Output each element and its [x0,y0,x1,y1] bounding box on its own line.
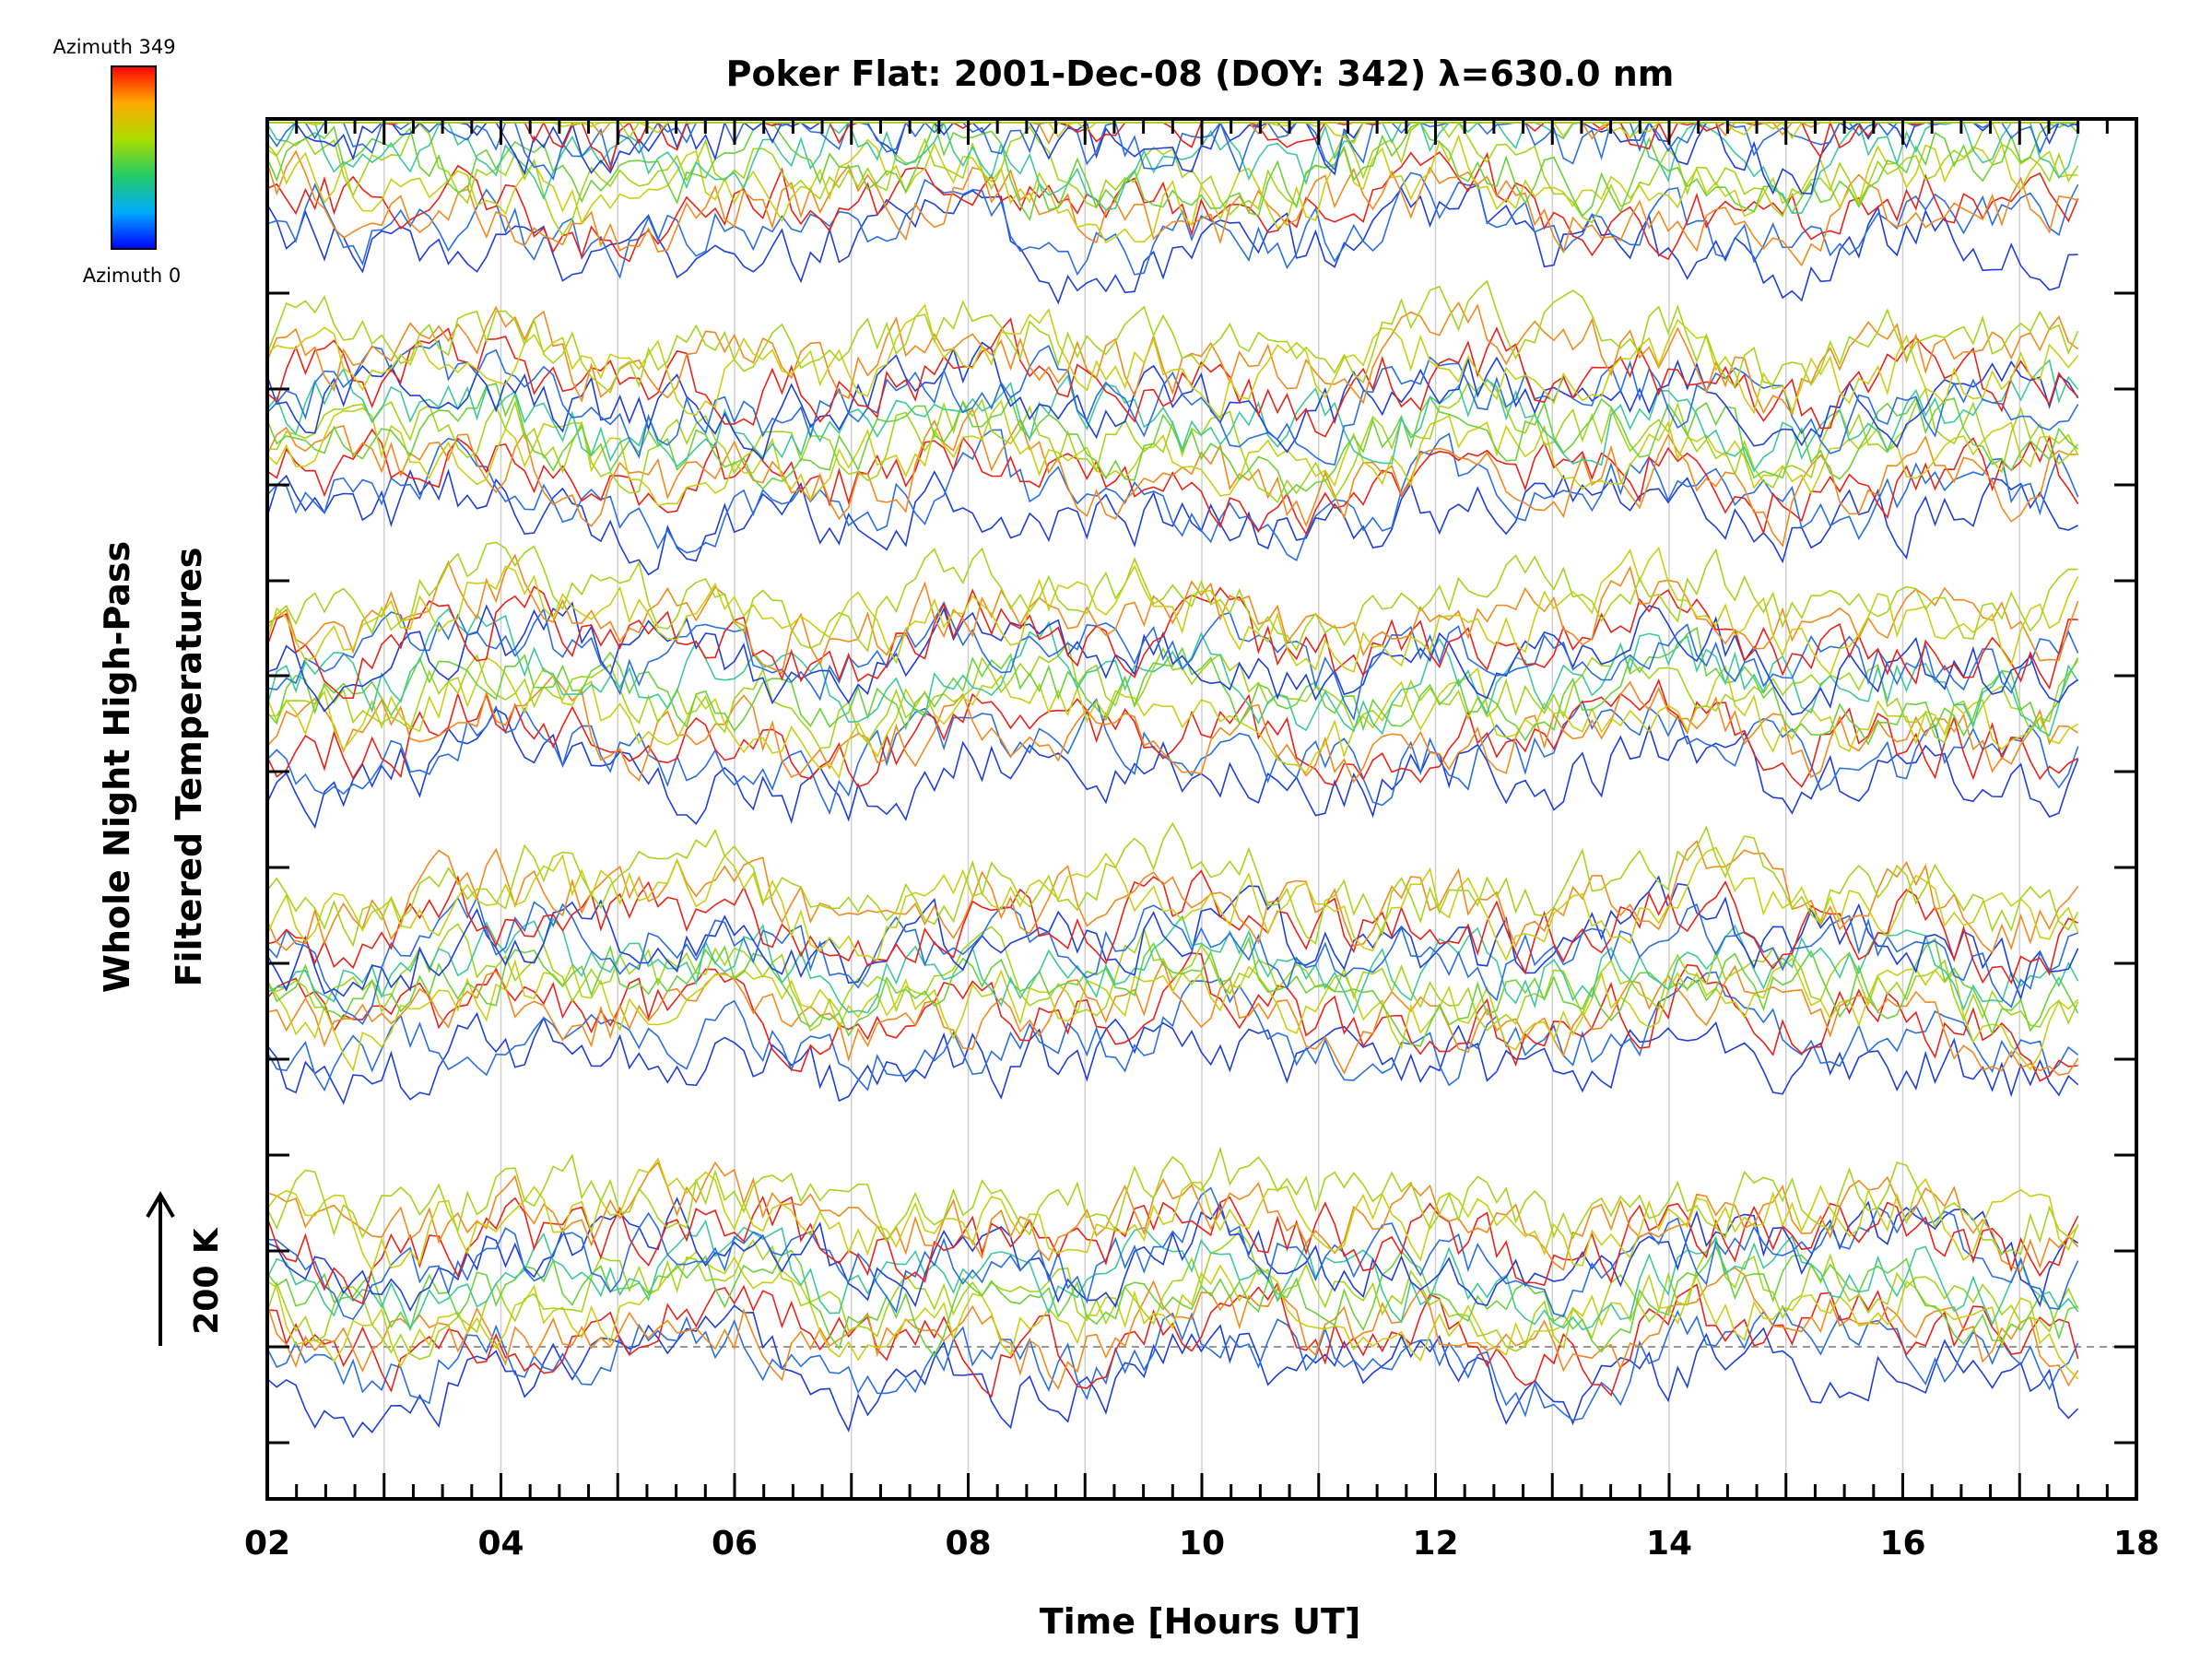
series-line [266,674,2079,784]
series-line [266,541,2078,653]
series-line [266,601,2079,722]
series-line [266,279,2079,395]
x-tick-label: 02 [244,1525,290,1563]
series-line [266,1186,2079,1321]
series-line [266,585,2078,700]
x-tick-label: 04 [477,1525,524,1563]
series-line [266,923,2079,1032]
series-line [266,1229,2079,1361]
series-line [266,1244,2078,1358]
series-line [266,1146,2079,1256]
series-line [266,151,2079,263]
series-line [266,149,2078,267]
y-axis-label-line2: Filtered Temperatures [169,548,209,987]
colorbar-top-label: Azimuth 349 [53,36,175,58]
x-tick-label: 12 [1412,1525,1458,1563]
plot-frame [265,117,2138,1501]
x-tick-label: 16 [1879,1525,1925,1563]
x-tick-labels: 02 04 06 08 10 12 14 16 18 [244,1525,2159,1563]
series-line [266,1304,2079,1421]
series-line [266,303,2079,421]
series-line [266,120,2079,222]
chart-title: Poker Flat: 2001-Dec-08 (DOY: 342) λ=630… [726,53,1675,94]
x-tick-label: 14 [1646,1525,1692,1563]
series-line [266,951,2078,1082]
x-tick-label: 10 [1179,1525,1225,1563]
y-axis-label-line1: Whole Night High-Pass [97,541,137,993]
series-line [266,468,2078,576]
series-line [266,171,2079,279]
series-line [266,869,2078,985]
series-line [266,627,2079,746]
series-line [266,341,2079,461]
series-line [266,601,2079,716]
x-tick-label: 18 [2113,1525,2159,1563]
series-line [266,1157,2079,1273]
series-line [266,1219,2079,1331]
series-line [266,428,2079,536]
scale-arrow-head [146,1191,175,1219]
series-line [266,708,2079,830]
series-line [266,607,2079,737]
x-tick-label: 08 [945,1525,991,1563]
series-line [266,339,2079,466]
series-line [267,120,2078,195]
series-line [266,121,2078,181]
series-line [266,1267,2079,1391]
series-line [266,383,2079,496]
x-axis-label: Time [Hours UT] [1040,1601,1361,1642]
series-line [266,895,2078,1025]
series-line [266,407,2078,548]
series-line [266,971,2079,1092]
series-line [266,553,2079,675]
series-line [266,846,2079,961]
series-line [266,546,2079,677]
series-line [266,1197,2079,1312]
series-line [266,678,2078,788]
colorbar-bottom-label: Azimuth 0 [83,265,182,287]
series-layer [266,120,2079,1439]
series-line [266,875,2079,1001]
series-line [266,183,2078,305]
series-line [266,317,2079,438]
series-line [266,359,2079,473]
series-line [266,1161,2079,1273]
series-line [266,301,2079,417]
series-line [266,839,2079,954]
series-line [266,936,2079,1047]
series-line [266,821,2079,948]
series-line [266,1011,2079,1105]
series-line [266,121,2079,214]
series-line [266,1251,2079,1380]
x-tick-label: 06 [712,1525,758,1563]
colorbar [111,65,157,250]
series-line [266,640,2079,749]
scale-label: 200 K [188,1227,226,1335]
series-line [266,655,2078,780]
series-line [266,957,2079,1072]
series-line [266,1304,2079,1439]
